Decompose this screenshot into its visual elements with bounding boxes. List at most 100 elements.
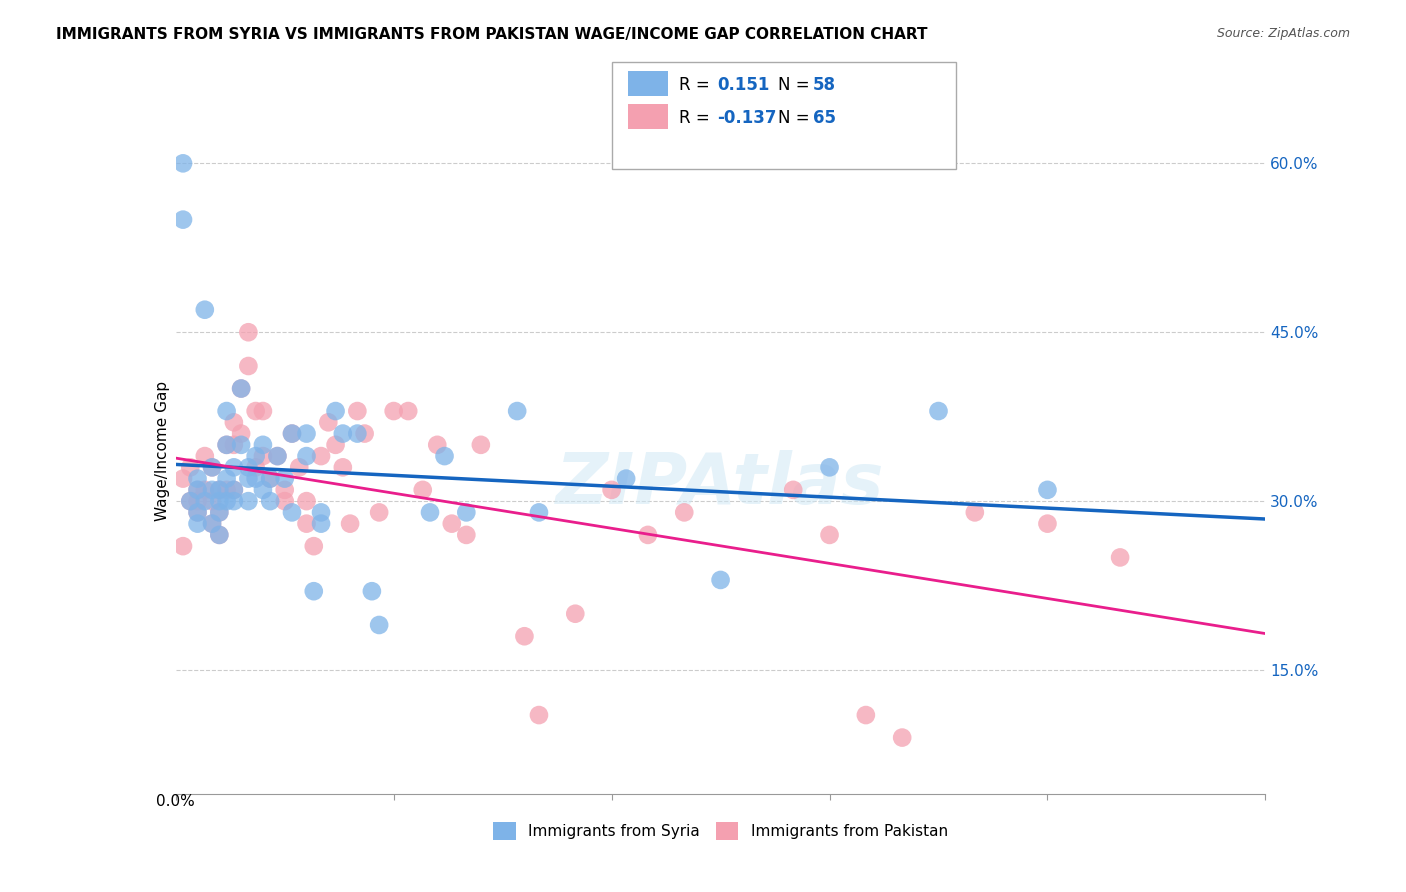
Point: [201, 516, 224, 531]
Point: [456, 505, 478, 519]
Point: [339, 516, 361, 531]
Point: [238, 494, 260, 508]
Point: [252, 438, 274, 452]
Point: [527, 708, 550, 723]
Point: [295, 516, 318, 531]
Point: [1036, 483, 1059, 497]
Point: [208, 505, 231, 519]
Point: [215, 483, 238, 497]
Point: [325, 438, 347, 452]
Point: [231, 426, 253, 441]
Text: -0.137: -0.137: [717, 109, 776, 127]
Point: [208, 483, 231, 497]
Point: [470, 438, 492, 452]
Text: ZIPAtlas: ZIPAtlas: [557, 450, 884, 519]
Point: [259, 472, 281, 486]
Point: [172, 539, 194, 553]
Point: [208, 494, 231, 508]
Point: [274, 494, 297, 508]
Point: [186, 494, 209, 508]
Point: [281, 426, 304, 441]
Point: [353, 426, 375, 441]
Text: IMMIGRANTS FROM SYRIA VS IMMIGRANTS FROM PAKISTAN WAGE/INCOME GAP CORRELATION CH: IMMIGRANTS FROM SYRIA VS IMMIGRANTS FROM…: [56, 27, 928, 42]
Point: [332, 426, 354, 441]
Point: [281, 505, 304, 519]
Point: [412, 483, 434, 497]
Point: [346, 404, 368, 418]
Point: [891, 731, 914, 745]
Point: [208, 483, 231, 497]
Point: [186, 505, 209, 519]
Point: [527, 505, 550, 519]
Point: [818, 460, 841, 475]
Text: 0.0%: 0.0%: [156, 794, 195, 809]
Point: [426, 438, 449, 452]
Point: [179, 460, 201, 475]
Point: [506, 404, 529, 418]
Point: [637, 528, 659, 542]
Point: [396, 404, 419, 418]
Point: [433, 449, 456, 463]
Point: [309, 449, 332, 463]
Point: [222, 415, 245, 429]
Point: [252, 404, 274, 418]
Point: [252, 483, 274, 497]
Point: [222, 483, 245, 497]
Y-axis label: Wage/Income Gap: Wage/Income Gap: [155, 380, 170, 521]
Point: [238, 460, 260, 475]
Point: [186, 483, 209, 497]
Point: [208, 505, 231, 519]
Legend: Immigrants from Syria, Immigrants from Pakistan: Immigrants from Syria, Immigrants from P…: [485, 814, 956, 848]
Point: [245, 460, 267, 475]
Point: [419, 505, 441, 519]
Point: [360, 584, 382, 599]
Point: [1109, 550, 1132, 565]
Text: N =: N =: [778, 76, 814, 94]
Point: [928, 404, 950, 418]
Point: [274, 472, 297, 486]
Text: Source: ZipAtlas.com: Source: ZipAtlas.com: [1216, 27, 1350, 40]
Point: [456, 528, 478, 542]
Point: [201, 460, 224, 475]
Point: [318, 415, 340, 429]
Point: [346, 426, 368, 441]
Point: [222, 483, 245, 497]
Point: [259, 494, 281, 508]
Point: [172, 472, 194, 486]
Point: [818, 528, 841, 542]
Point: [440, 516, 463, 531]
Point: [309, 516, 332, 531]
Point: [302, 584, 325, 599]
Point: [201, 483, 224, 497]
Point: [172, 212, 194, 227]
Point: [245, 449, 267, 463]
Point: [332, 460, 354, 475]
Point: [231, 382, 253, 396]
Point: [782, 483, 804, 497]
Point: [614, 472, 637, 486]
Point: [186, 505, 209, 519]
Point: [673, 505, 696, 519]
Point: [186, 483, 209, 497]
Point: [600, 483, 623, 497]
Point: [368, 505, 391, 519]
Point: [179, 494, 201, 508]
Point: [309, 505, 332, 519]
Point: [382, 404, 405, 418]
Point: [238, 472, 260, 486]
Point: [201, 494, 224, 508]
Text: 0.151: 0.151: [717, 76, 769, 94]
Point: [266, 449, 288, 463]
Point: [222, 494, 245, 508]
Point: [238, 359, 260, 373]
Point: [201, 460, 224, 475]
Text: R =: R =: [679, 76, 716, 94]
Point: [245, 404, 267, 418]
Point: [215, 404, 238, 418]
Point: [564, 607, 586, 621]
Point: [215, 494, 238, 508]
Point: [295, 494, 318, 508]
Point: [245, 472, 267, 486]
Point: [855, 708, 877, 723]
Point: [222, 460, 245, 475]
